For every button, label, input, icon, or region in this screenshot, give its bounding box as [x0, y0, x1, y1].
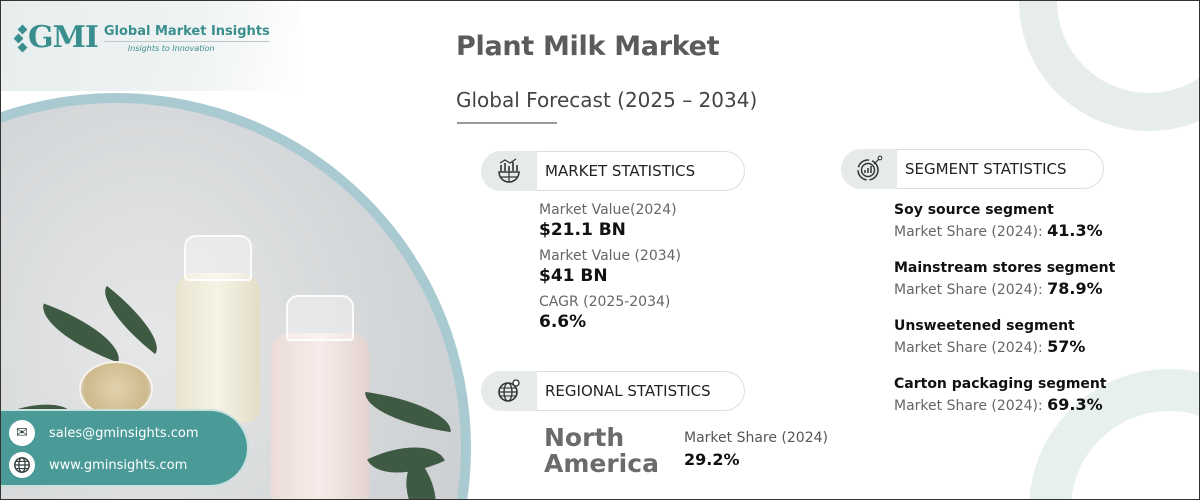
leaf-decoration	[361, 391, 455, 433]
logo-tagline: Insights to Innovation	[127, 43, 215, 53]
segment-share-value: 78.9%	[1047, 279, 1103, 298]
region-name-line1: North	[544, 423, 625, 452]
segment-name: Mainstream stores segment	[894, 260, 1116, 276]
logo-gmi-text: GMI	[28, 20, 99, 55]
segment-statistics-label: SEGMENT STATISTICS	[897, 149, 1104, 189]
logo-company-name: Global Market Insights	[103, 24, 270, 42]
region-share-value: 29.2%	[684, 450, 740, 469]
segment-share: Market Share (2024): 69.3%	[894, 394, 1115, 417]
stat-label: Market Value(2024)	[539, 202, 677, 218]
title-divider	[457, 122, 557, 124]
logo-diamonds-icon	[13, 24, 28, 52]
market-statistics-header: MARKET STATISTICS	[481, 151, 745, 191]
region-market-share: Market Share (2024) 29.2%	[684, 430, 828, 469]
segment-share: Market Share (2024): 78.9%	[894, 278, 1115, 301]
segment-statistics-list: Soy source segment Market Share (2024): …	[894, 201, 1115, 433]
segment-item: Unsweetened segment Market Share (2024):…	[894, 317, 1115, 359]
contact-website[interactable]: www.gminsights.com	[9, 449, 247, 481]
oats-bowl	[79, 361, 153, 417]
segment-share-value: 57%	[1047, 337, 1086, 356]
segment-share-label: Market Share (2024):	[894, 340, 1048, 356]
segment-name: Carton packaging segment	[894, 376, 1107, 392]
segment-item: Carton packaging segment Market Share (2…	[894, 375, 1115, 417]
gmi-logo[interactable]: GMI Global Market Insights Insights to I…	[13, 20, 270, 55]
website-link[interactable]: www.gminsights.com	[49, 457, 188, 473]
globe-icon	[9, 452, 35, 478]
contact-email[interactable]: ✉ sales@gminsights.com	[9, 417, 247, 449]
page-subtitle: Global Forecast (2025 – 2034)	[456, 88, 758, 112]
envelope-icon: ✉	[9, 420, 35, 446]
target-chart-icon	[841, 149, 897, 189]
decorative-arc-top	[1019, 1, 1199, 131]
region-name: North America	[544, 425, 659, 477]
top-left-fade	[1, 1, 301, 91]
regional-statistics-header: REGIONAL STATISTICS	[481, 371, 745, 411]
region-share-label: Market Share (2024)	[684, 430, 828, 446]
region-name-line2: America	[544, 449, 659, 478]
chart-globe-icon	[481, 151, 537, 191]
segment-share-label: Market Share (2024):	[894, 398, 1048, 414]
segment-share-label: Market Share (2024):	[894, 282, 1048, 298]
market-statistics-label: MARKET STATISTICS	[537, 151, 745, 191]
email-link[interactable]: sales@gminsights.com	[49, 425, 199, 441]
stat-label: CAGR (2025-2034)	[539, 294, 671, 310]
segment-share-label: Market Share (2024):	[894, 224, 1048, 240]
page-title: Plant Milk Market	[456, 31, 720, 62]
segment-share: Market Share (2024): 57%	[894, 336, 1115, 359]
milk-bottle-almond	[271, 295, 369, 499]
segment-share-value: 69.3%	[1047, 395, 1103, 414]
segment-share: Market Share (2024): 41.3%	[894, 220, 1115, 243]
segment-item: Mainstream stores segment Market Share (…	[894, 259, 1115, 301]
stat-value: $21.1 BN	[539, 220, 626, 240]
market-statistics-list: Market Value(2024) $21.1 BN Market Value…	[539, 201, 681, 339]
stat-value: $41 BN	[539, 266, 608, 286]
regional-statistics-label: REGIONAL STATISTICS	[537, 371, 745, 411]
globe-pin-icon	[481, 371, 537, 411]
segment-share-value: 41.3%	[1047, 221, 1103, 240]
logo-mark: GMI	[13, 20, 99, 55]
stat-value: 6.6%	[539, 312, 587, 332]
stat-label: Market Value (2034)	[539, 248, 682, 264]
milk-bottle-oat	[176, 235, 260, 423]
segment-statistics-header: SEGMENT STATISTICS	[841, 149, 1104, 189]
contact-panel: ✉ sales@gminsights.com www.gminsights.co…	[1, 409, 249, 487]
segment-name: Soy source segment	[894, 202, 1054, 218]
segment-name: Unsweetened segment	[894, 318, 1075, 334]
segment-item: Soy source segment Market Share (2024): …	[894, 201, 1115, 243]
